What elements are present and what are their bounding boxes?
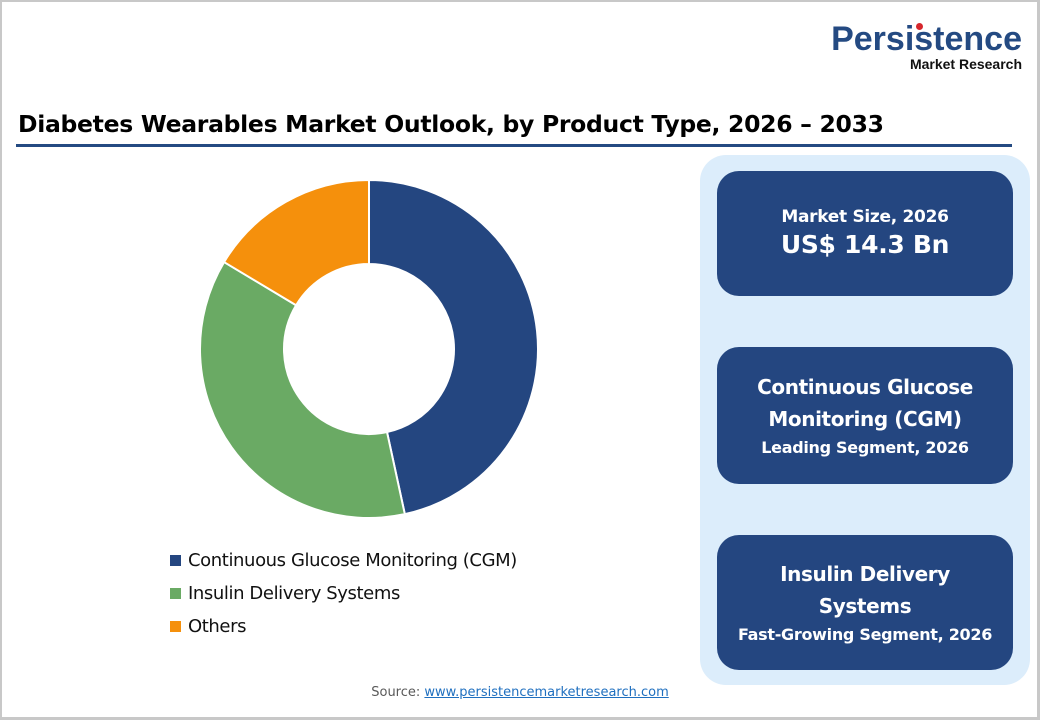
legend-item-others: Others [170, 610, 517, 643]
donut-slices [199, 178, 539, 519]
logo: Persistence Market Research [831, 22, 1022, 71]
title-underline [16, 144, 1012, 147]
slice-cgm [368, 178, 539, 516]
legend-label: Others [188, 616, 247, 637]
chart-title: Diabetes Wearables Market Outlook, by Pr… [18, 110, 884, 138]
source-line: Source: www.persistencemarketresearch.co… [0, 685, 1040, 700]
leading-segment-caption: Leading Segment, 2026 [761, 437, 969, 457]
market-size-label: Market Size, 2026 [781, 206, 949, 227]
fast-growing-segment-caption: Fast-Growing Segment, 2026 [737, 624, 993, 644]
logo-tagline: Market Research [909, 56, 1022, 72]
source-link[interactable]: www.persistencemarketresearch.com [424, 685, 669, 700]
legend-label: Continuous Glucose Monitoring (CGM) [188, 550, 517, 571]
slice-others [222, 178, 370, 307]
leading-segment-name-line2: Monitoring (CGM) [768, 406, 962, 431]
market-size-card: Market Size, 2026 US$ 14.3 Bn [717, 171, 1013, 296]
legend-item-cgm: Continuous Glucose Monitoring (CGM) [170, 544, 517, 577]
legend-swatch-icon [170, 621, 181, 632]
leading-segment-name-line1: Continuous Glucose [757, 374, 973, 399]
fast-growing-segment-name-line2: Systems [818, 593, 912, 618]
logo-brand: Persistence [831, 20, 1022, 58]
fast-growing-segment-name-line1: Insulin Delivery [780, 561, 950, 586]
legend-swatch-icon [170, 555, 181, 566]
slice-insulin-delivery [199, 260, 407, 519]
legend-swatch-icon [170, 588, 181, 599]
market-size-value: US$ 14.3 Bn [780, 229, 950, 259]
fast-growing-segment-card: Insulin Delivery Systems Fast-Growing Se… [717, 535, 1013, 670]
legend-label: Insulin Delivery Systems [188, 583, 400, 604]
source-label: Source: [371, 685, 425, 700]
logo-star-dot-icon [916, 23, 924, 30]
chart-legend: Continuous Glucose Monitoring (CGM) Insu… [170, 544, 517, 643]
legend-item-insulin-delivery: Insulin Delivery Systems [170, 577, 517, 610]
leading-segment-card: Continuous Glucose Monitoring (CGM) Lead… [717, 347, 1013, 484]
